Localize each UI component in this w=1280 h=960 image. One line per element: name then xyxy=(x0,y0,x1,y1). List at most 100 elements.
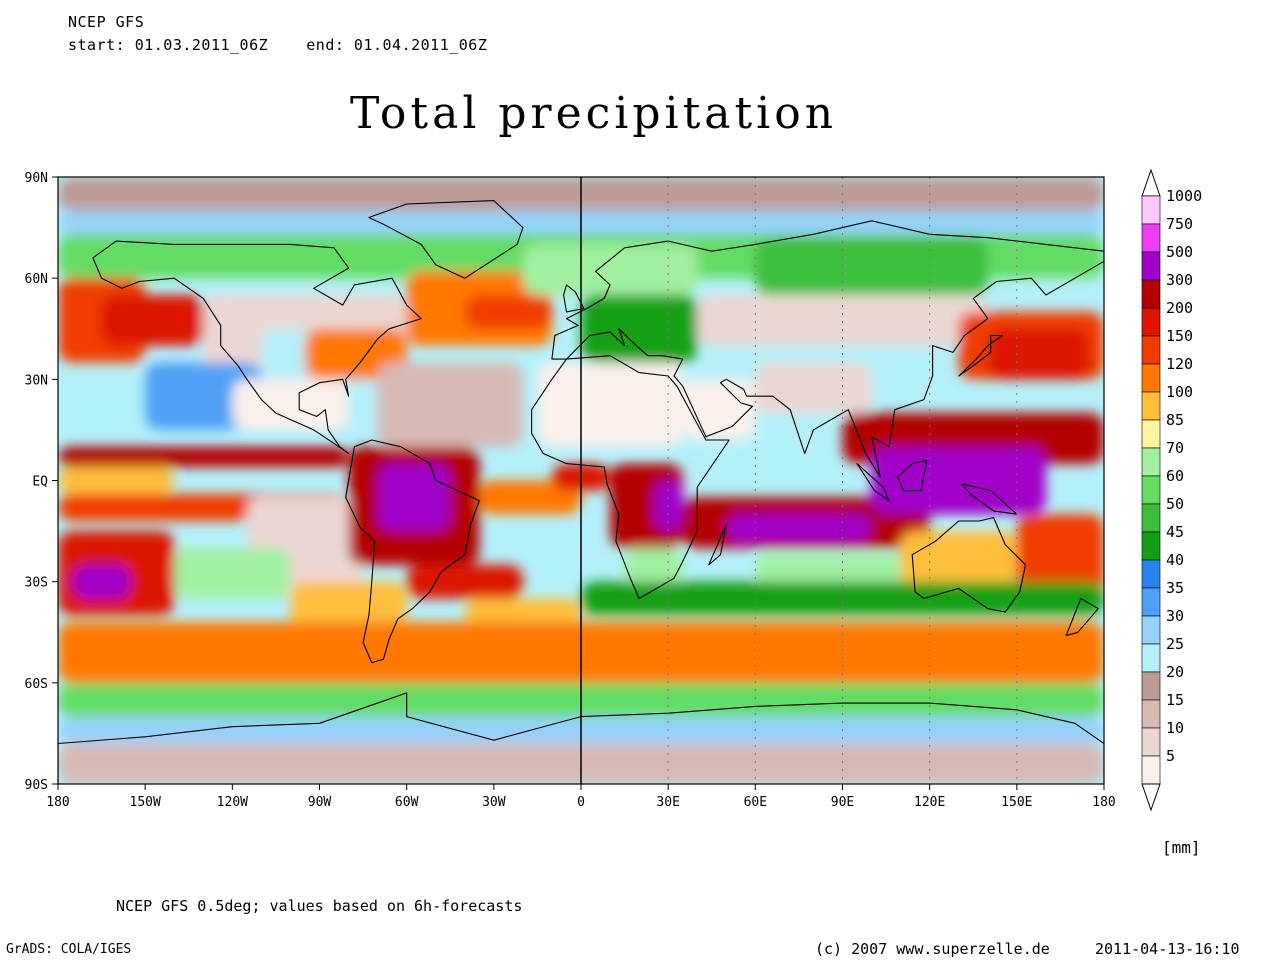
legend-label: 10 xyxy=(1166,719,1184,737)
coastline-new-guinea xyxy=(961,483,1018,515)
coastline-australia xyxy=(911,517,1027,613)
color-legend: 1000 750 500 300 200 150 120 100 85 70 60 50 45 40 35 3… xyxy=(1141,168,1202,812)
legend-label: 500 xyxy=(1166,243,1193,261)
precip-zone-13 xyxy=(755,237,988,296)
legend-swatch xyxy=(1141,391,1161,421)
coastlines xyxy=(58,177,1104,784)
lon-label: 30E xyxy=(656,795,679,810)
lat-label: EQ xyxy=(32,475,48,490)
precip-zone-41 xyxy=(72,564,131,599)
legend-label: 40 xyxy=(1166,551,1184,569)
lon-label: 0 xyxy=(577,795,585,810)
map-axes: 90N 60N 30N EQ 30S 60S 90S 180 150W 120W 90W 60W 30W… xyxy=(25,171,1116,810)
coastline-africa xyxy=(531,355,730,600)
legend-label: 300 xyxy=(1166,271,1193,289)
legend-swatch xyxy=(1141,615,1161,645)
coastline-new-zealand xyxy=(1065,597,1099,637)
legend-label: 5 xyxy=(1166,747,1175,765)
legend-label: 100 xyxy=(1166,383,1193,401)
precip-zone-10 xyxy=(522,244,698,296)
legend-unit: [mm] xyxy=(1162,838,1201,857)
coastline-antarctica xyxy=(58,692,1104,784)
legend-swatch xyxy=(1141,559,1161,589)
lon-label: 60E xyxy=(744,795,767,810)
legend-label: 85 xyxy=(1166,411,1184,429)
coastline-greenland xyxy=(368,200,524,279)
precip-zone-28 xyxy=(479,480,581,515)
legend-swatch xyxy=(1141,363,1161,393)
lon-label: 180 xyxy=(46,795,69,810)
legend-label: 25 xyxy=(1166,635,1184,653)
timestamp: 2011-04-13-16:10 xyxy=(1095,940,1240,958)
legend-label: 60 xyxy=(1166,467,1184,485)
precip-zone-34 xyxy=(726,514,872,542)
precip-zone-43 xyxy=(290,581,407,633)
precip-zone-18 xyxy=(232,379,349,430)
precip-zone-9 xyxy=(464,295,552,329)
legend-label: 45 xyxy=(1166,523,1184,541)
forecast-period: start: 01.03.2011_06Z end: 01.04.2011_06… xyxy=(68,36,488,54)
legend-label: 1000 xyxy=(1166,187,1202,205)
coastline-japan xyxy=(958,334,1003,377)
lon-label: 150W xyxy=(130,795,161,810)
chart-title: Total precipitation xyxy=(350,88,838,139)
legend-label: 750 xyxy=(1166,215,1193,233)
precip-zone-19 xyxy=(537,362,683,447)
precip-zone-37 xyxy=(871,446,1046,515)
model-name: NCEP GFS xyxy=(68,13,145,31)
precip-zone-35 xyxy=(755,554,930,589)
precip-zone-23 xyxy=(58,467,175,494)
lon-label: 30W xyxy=(482,795,506,810)
coastline-south-america xyxy=(345,439,480,664)
precip-zone-4 xyxy=(101,295,204,346)
legend-bottom-arrow xyxy=(1141,783,1161,812)
legend-label: 200 xyxy=(1166,299,1193,317)
legend-label: 70 xyxy=(1166,439,1184,457)
legend-label: 50 xyxy=(1166,495,1184,513)
copyright-text: (c) 2007 www.superzelle.de xyxy=(815,940,1050,958)
lon-label: 120E xyxy=(914,795,945,810)
precip-zone-7 xyxy=(304,328,407,380)
legend-swatch xyxy=(1141,475,1161,505)
legend-swatch xyxy=(1141,531,1161,561)
legend-label: 35 xyxy=(1166,579,1184,597)
precip-zone-27 xyxy=(377,463,451,532)
coastline-north-america xyxy=(92,240,422,455)
lat-label: 30N xyxy=(25,373,48,388)
coastline-sumatra xyxy=(856,463,890,502)
legend-swatch xyxy=(1141,755,1161,785)
lon-label: 120W xyxy=(217,795,248,810)
legend-swatch xyxy=(1141,335,1161,365)
legend-swatch xyxy=(1141,587,1161,617)
legend-swatch xyxy=(1141,643,1161,673)
legend-swatch xyxy=(1141,195,1161,225)
precip-zone-12 xyxy=(697,295,988,346)
precip-zone-11 xyxy=(581,295,698,363)
precip-zone-22 xyxy=(58,446,349,468)
legend-swatch xyxy=(1141,503,1161,533)
lat-label: 60N xyxy=(25,272,48,287)
coastline-madagascar xyxy=(708,523,727,566)
grads-credit: GrADS: COLA/IGES xyxy=(6,942,132,957)
precip-zone-17 xyxy=(377,362,523,447)
legend-top-arrow xyxy=(1141,168,1161,197)
legend-swatch xyxy=(1141,671,1161,701)
lat-label: 60S xyxy=(25,677,48,692)
legend-swatch xyxy=(1141,251,1161,281)
lat-label: 30S xyxy=(25,576,48,591)
legend-swatch xyxy=(1141,447,1161,477)
legend-label: 30 xyxy=(1166,607,1184,625)
data-note: NCEP GFS 0.5deg; values based on 6h-fore… xyxy=(116,897,523,915)
lon-label: 90E xyxy=(831,795,854,810)
legend-swatch xyxy=(1141,307,1161,337)
precip-zone-39 xyxy=(1016,514,1104,599)
legend-swatch xyxy=(1141,699,1161,729)
legend-label: 15 xyxy=(1166,691,1184,709)
legend-swatch xyxy=(1141,727,1161,757)
legend-swatch xyxy=(1141,279,1161,309)
precip-zone-15 xyxy=(987,328,1090,380)
legend-label: 20 xyxy=(1166,663,1184,681)
precip-zone-38 xyxy=(900,531,1017,589)
precip-zone-21 xyxy=(755,362,872,414)
